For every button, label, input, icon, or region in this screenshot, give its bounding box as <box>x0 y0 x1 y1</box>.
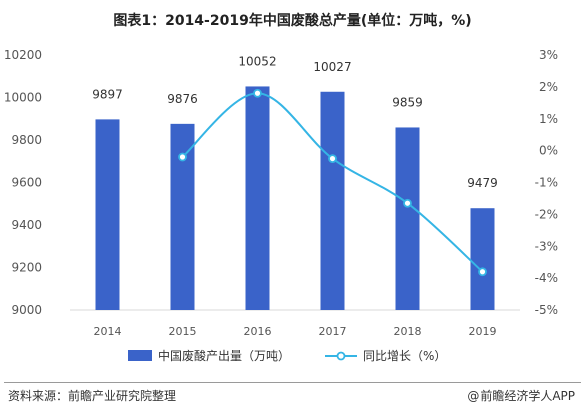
y-right-tick-label: 0% <box>539 144 558 158</box>
bar-value-label: 10027 <box>313 60 351 74</box>
y-right-tick-label: -5% <box>535 303 558 317</box>
bar <box>395 127 420 311</box>
bar <box>320 91 345 310</box>
bar-value-label: 9897 <box>92 87 123 101</box>
bar <box>245 86 270 310</box>
at-sign: @ <box>467 389 480 403</box>
x-tick-label: 2019 <box>469 325 497 338</box>
y-left-tick-label: 10200 <box>4 48 42 62</box>
y-right-tick-label: 1% <box>539 112 558 126</box>
bar <box>170 123 195 310</box>
y-left-tick-label: 9200 <box>11 261 42 275</box>
x-tick-label: 2014 <box>94 325 122 338</box>
brand-name: 前瞻经济学人APP <box>480 389 575 403</box>
source-note: 资料来源：前瞻产业研究院整理 <box>8 389 177 403</box>
x-tick-label: 2018 <box>394 325 422 338</box>
y-right-tick-label: 2% <box>539 80 558 94</box>
brand-credit: @前瞻经济学人APP <box>467 387 575 404</box>
y-left-tick-label: 10000 <box>4 91 42 105</box>
growth-point <box>328 154 337 163</box>
y-left-tick-label: 9600 <box>11 176 42 190</box>
y-right-tick-label: -4% <box>535 271 558 285</box>
y-left-tick-label: 9000 <box>11 303 42 317</box>
y-left-tick-label: 9400 <box>11 218 42 232</box>
growth-point <box>403 198 412 208</box>
bar <box>95 119 120 310</box>
x-tick-label: 2016 <box>244 325 272 338</box>
x-tick-label: 2015 <box>169 325 197 338</box>
bar-value-label: 9876 <box>167 92 198 106</box>
y-right-tick-label: -2% <box>535 207 558 221</box>
bar-value-label: 10052 <box>238 54 276 68</box>
chart-title: 图表1：2014-2019年中国废酸总产量(单位：万吨，%) <box>113 13 472 29</box>
legend-bar-swatch <box>128 350 152 361</box>
y-right-tick-label: -1% <box>535 176 558 190</box>
combo-chart: 9000 9200 9400 9600 9800 10000 10200 -5% -4% -3% -… <box>4 48 558 363</box>
growth-point <box>178 152 187 162</box>
bar-value-label: 9859 <box>392 95 423 109</box>
legend-bar-label: 中国废酸产出量（万吨） <box>158 348 290 363</box>
bar-value-label: 9479 <box>467 176 498 190</box>
y-right-tick-label: -3% <box>535 239 558 253</box>
bar <box>470 208 495 310</box>
x-tick-label: 2017 <box>319 325 347 338</box>
legend-line-marker <box>336 351 346 361</box>
legend-line-label: 同比增长（%） <box>363 349 446 363</box>
y-right-tick-label: 3% <box>539 48 558 62</box>
growth-point <box>253 88 262 98</box>
footer-divider <box>4 382 581 383</box>
growth-point <box>478 267 487 277</box>
y-left-tick-label: 9800 <box>11 133 42 147</box>
